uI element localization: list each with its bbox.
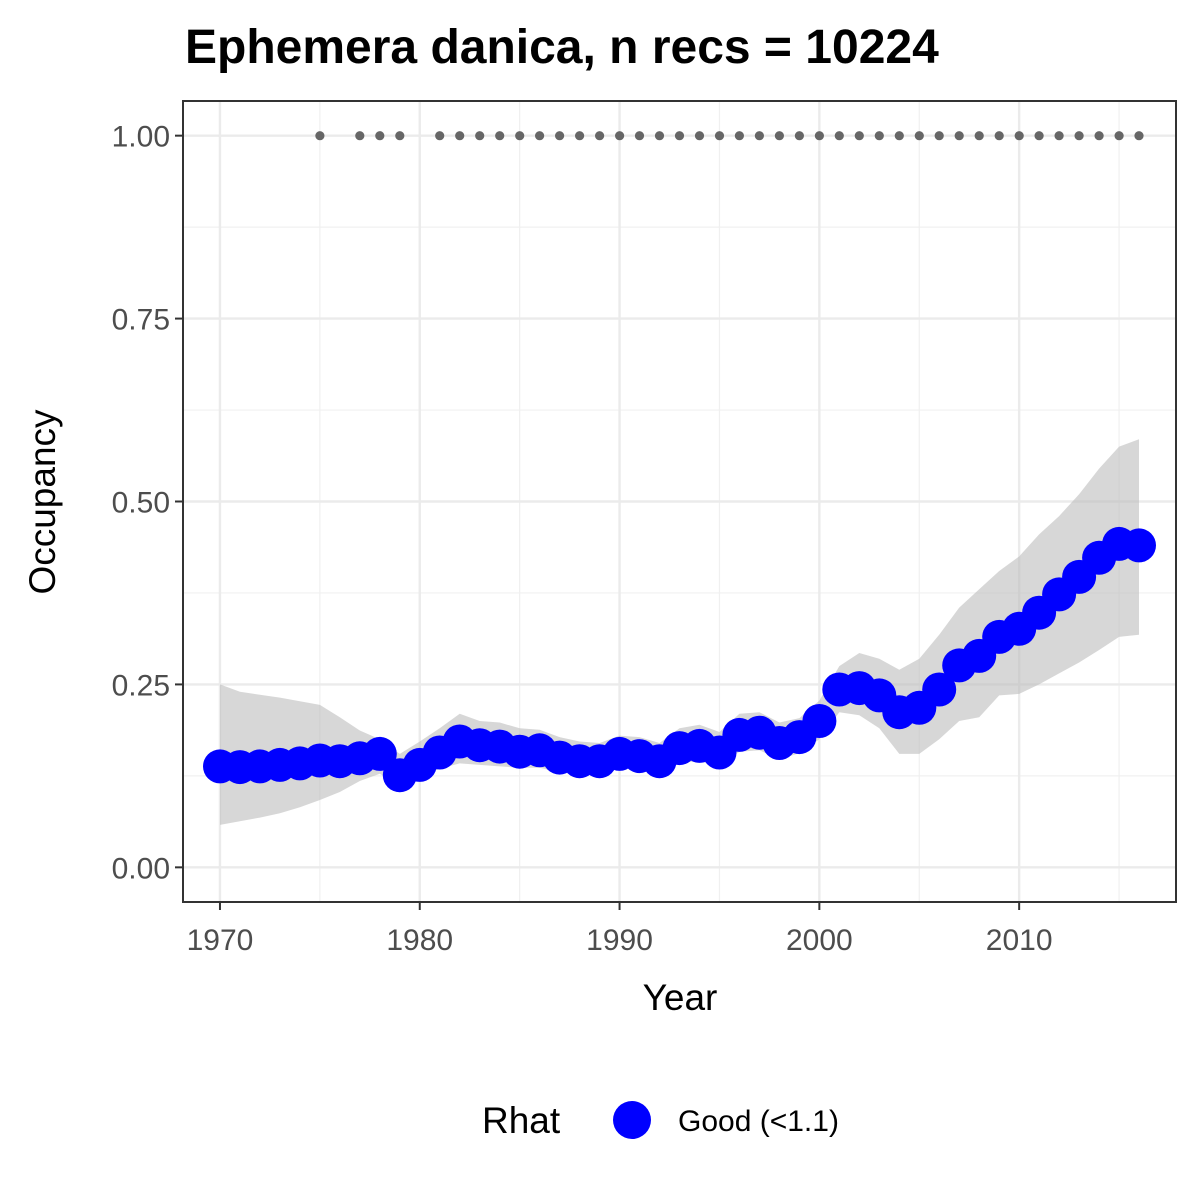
record-year-marker [974, 131, 984, 141]
record-year-marker [754, 131, 765, 141]
record-year-marker [455, 131, 465, 141]
record-year-marker [1014, 131, 1024, 141]
y-tick-label: 1.00 [112, 121, 170, 154]
legend-label-good: Good (<1.1) [678, 1105, 839, 1138]
x-tick-label: 2010 [986, 924, 1053, 957]
record-year-marker [834, 131, 844, 141]
legend: Rhat Good (<1.1) [482, 1100, 839, 1141]
y-tick-label: 0.25 [112, 669, 170, 702]
record-year-marker [535, 131, 545, 141]
y-tick-label: 0.75 [112, 304, 170, 337]
record-year-marker [894, 131, 904, 141]
occupancy-point [1122, 528, 1156, 563]
record-year-marker [934, 131, 944, 141]
x-tick-label: 1990 [586, 924, 653, 957]
record-year-marker [774, 131, 785, 141]
record-year-marker [475, 131, 485, 141]
record-year-marker [495, 131, 505, 141]
record-year-marker [954, 131, 964, 141]
record-year-marker [814, 131, 825, 141]
record-year-marker [515, 131, 525, 141]
x-axis-title: Year [643, 977, 718, 1018]
record-year-marker [654, 131, 665, 141]
record-year-marker [854, 131, 864, 141]
record-year-marker [1054, 131, 1064, 141]
record-year-markers [315, 131, 1144, 141]
record-year-marker [1094, 131, 1104, 141]
record-year-marker [914, 131, 924, 141]
y-tick-label: 0.00 [112, 852, 170, 885]
record-year-marker [634, 131, 645, 141]
record-year-marker [694, 131, 705, 141]
record-year-marker [1034, 131, 1044, 141]
y-axis: 0.00 0.25 0.50 0.75 1.00 [112, 121, 184, 885]
record-year-marker [994, 131, 1004, 141]
record-year-marker [734, 131, 745, 141]
x-tick-label: 1980 [386, 924, 453, 957]
occupancy-points [203, 526, 1156, 793]
record-year-marker [794, 131, 805, 141]
record-year-marker [1134, 131, 1144, 141]
record-year-marker [555, 131, 565, 141]
legend-key-good [613, 1101, 651, 1139]
occupancy-point [922, 672, 957, 707]
record-year-marker [355, 131, 365, 141]
record-year-marker [575, 131, 585, 141]
record-year-marker [435, 131, 445, 141]
record-year-marker [874, 131, 884, 141]
y-axis-title: Occupancy [22, 409, 63, 595]
record-year-marker [674, 131, 685, 141]
record-year-marker [714, 131, 725, 141]
legend-title: Rhat [482, 1100, 561, 1141]
record-year-marker [1114, 131, 1124, 141]
record-year-marker [315, 131, 325, 141]
record-year-marker [1074, 131, 1084, 141]
x-axis: 1970 1980 1990 2000 2010 [187, 901, 1053, 957]
x-tick-label: 2000 [786, 924, 853, 957]
record-year-marker [375, 131, 385, 141]
record-year-marker [595, 131, 605, 141]
record-year-marker [615, 131, 625, 141]
x-tick-label: 1970 [187, 924, 254, 957]
record-year-marker [395, 131, 405, 141]
occupancy-point [362, 736, 397, 771]
occupancy-point [802, 704, 837, 738]
y-tick-label: 0.50 [112, 487, 170, 520]
chart-title: Ephemera danica, n recs = 10224 [185, 21, 939, 74]
